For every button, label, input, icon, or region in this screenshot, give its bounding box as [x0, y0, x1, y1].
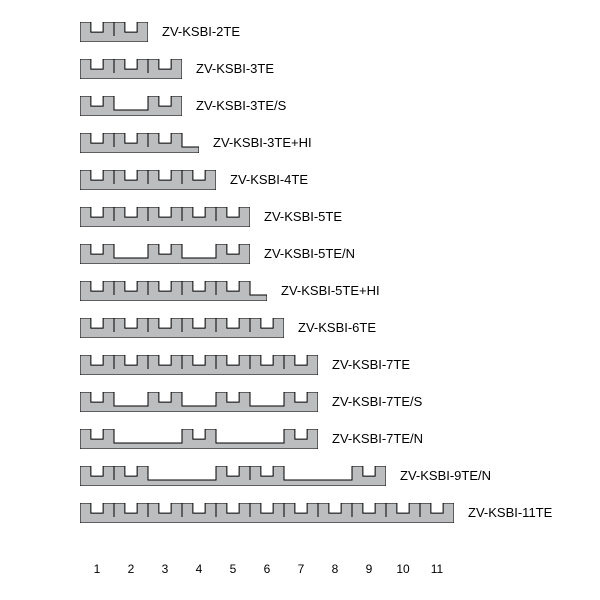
busbar-shape	[80, 392, 318, 417]
busbar-label: ZV-KSBI-5TE	[264, 209, 342, 224]
scale-number: 4	[189, 562, 209, 576]
busbar-shape	[80, 133, 199, 158]
scale-number: 2	[121, 562, 141, 576]
busbar-shape	[80, 59, 182, 84]
busbar-label: ZV-KSBI-7TE	[332, 357, 410, 372]
busbar-shape	[80, 429, 318, 454]
busbar-shape	[80, 466, 386, 491]
busbar-shape	[80, 281, 267, 306]
busbar-label: ZV-KSBI-11TE	[468, 505, 552, 520]
busbar-label: ZV-KSBI-3TE/S	[196, 98, 286, 113]
scale-number: 6	[257, 562, 277, 576]
busbar-shape	[80, 96, 182, 121]
scale-number: 7	[291, 562, 311, 576]
busbar-diagram: ZV-KSBI-2TE ZV-KSBI-3TE ZV-KSBI-3TE/S ZV…	[0, 0, 600, 600]
busbar-label: ZV-KSBI-7TE/N	[332, 431, 423, 446]
scale-number: 9	[359, 562, 379, 576]
scale-number: 3	[155, 562, 175, 576]
busbar-shape	[80, 170, 216, 195]
busbar-shape	[80, 503, 454, 528]
scale-number: 10	[393, 562, 413, 576]
busbar-shape	[80, 22, 148, 47]
busbar-label: ZV-KSBI-6TE	[298, 320, 376, 335]
busbar-label: ZV-KSBI-3TE	[196, 61, 274, 76]
busbar-shape	[80, 318, 284, 343]
scale-number: 5	[223, 562, 243, 576]
scale-number: 8	[325, 562, 345, 576]
busbar-label: ZV-KSBI-9TE/N	[400, 468, 491, 483]
busbar-shape	[80, 244, 250, 269]
busbar-shape	[80, 355, 318, 380]
busbar-label: ZV-KSBI-2TE	[162, 24, 240, 39]
scale-number: 11	[427, 562, 447, 576]
busbar-label: ZV-KSBI-3TE+HI	[213, 135, 312, 150]
busbar-shape	[80, 207, 250, 232]
busbar-label: ZV-KSBI-5TE/N	[264, 246, 355, 261]
busbar-label: ZV-KSBI-7TE/S	[332, 394, 422, 409]
busbar-label: ZV-KSBI-5TE+HI	[281, 283, 380, 298]
busbar-label: ZV-KSBI-4TE	[230, 172, 308, 187]
scale-number: 1	[87, 562, 107, 576]
